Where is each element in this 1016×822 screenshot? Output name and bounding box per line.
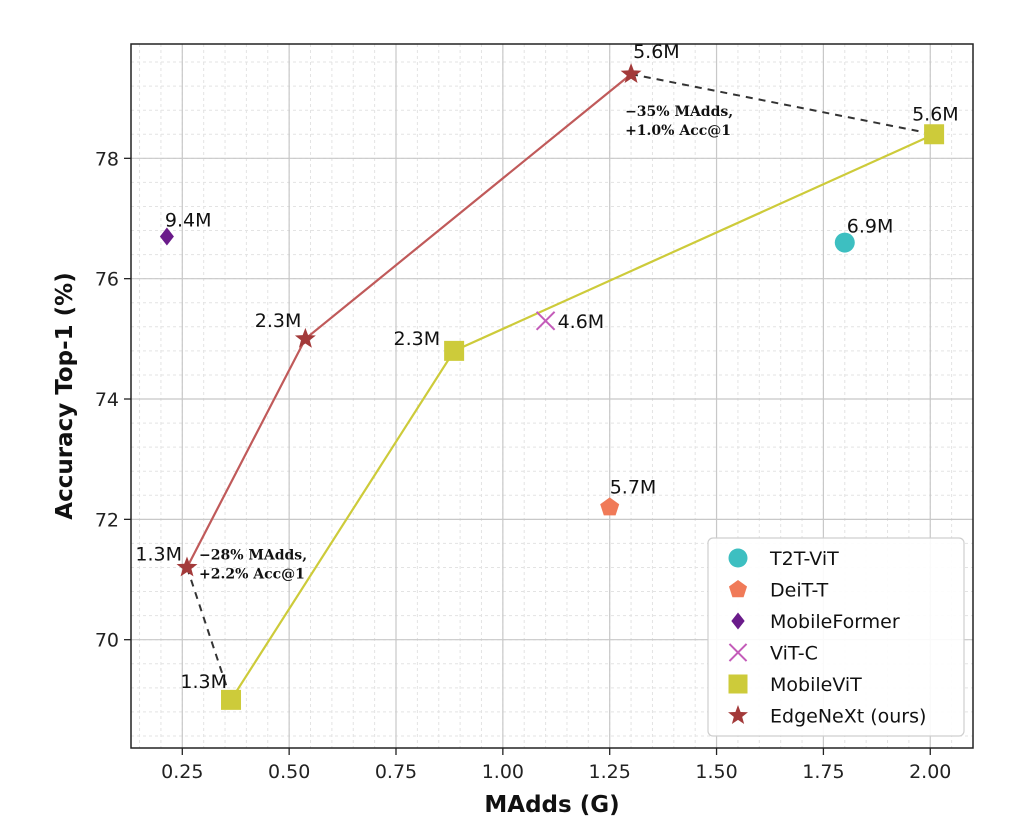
annotation-dashed-line bbox=[186, 567, 232, 701]
point-label-vit-c: 4.6M bbox=[558, 311, 605, 333]
legend-entry-label: MobileFormer bbox=[770, 611, 900, 633]
y-tick-label: 74 bbox=[95, 389, 119, 411]
y-axis-title: Accuracy Top-1 (%) bbox=[52, 272, 78, 519]
legend-entry-label: DeiT-T bbox=[770, 580, 829, 602]
legend-marker bbox=[728, 643, 748, 662]
point-label-mobileformer: 9.4M bbox=[165, 210, 212, 232]
legend-entry-label: EdgeNeXt (ours) bbox=[770, 706, 926, 728]
x-tick-label: 0.25 bbox=[161, 761, 203, 783]
point-label-edgenext-ours: 5.6M bbox=[633, 41, 680, 63]
marker-vit-c bbox=[535, 311, 556, 331]
marker-deit-t bbox=[600, 497, 620, 516]
legend-entry-label: MobileViT bbox=[770, 674, 862, 696]
legend-box bbox=[707, 537, 965, 737]
marker-mobilevit bbox=[924, 124, 945, 145]
x-tick-label: 1.25 bbox=[589, 761, 631, 783]
annotation-text: −28% MAdds, bbox=[199, 547, 307, 563]
x-tick-label: 1.50 bbox=[695, 761, 737, 783]
y-tick-label: 70 bbox=[95, 630, 119, 652]
point-label-t2t-vit: 6.9M bbox=[847, 216, 894, 238]
legend-marker bbox=[728, 674, 748, 694]
x-tick-label: 0.50 bbox=[268, 761, 310, 783]
annotation-text: −35% MAdds, bbox=[625, 104, 733, 120]
x-axis-title: MAdds (G) bbox=[484, 792, 619, 818]
point-label-mobilevit: 5.6M bbox=[912, 103, 959, 125]
legend-marker bbox=[728, 705, 748, 724]
marker-mobilevit bbox=[444, 340, 465, 361]
annotation-texts: −28% MAdds, +2.2% Acc@1 −35% MAdds, +1.0% A… bbox=[199, 104, 733, 582]
marker-t2t-vit bbox=[834, 232, 855, 253]
legend-entry-label: T2T-ViT bbox=[769, 548, 839, 570]
plot-frame bbox=[130, 43, 974, 749]
x-tick-label: 2.00 bbox=[909, 761, 951, 783]
y-tick-label: 78 bbox=[95, 148, 119, 170]
legend-marker bbox=[731, 612, 745, 630]
legend-marker bbox=[728, 580, 748, 598]
y-tick-label: 72 bbox=[95, 509, 119, 531]
x-tick-label: 1.00 bbox=[482, 761, 524, 783]
grid bbox=[131, 44, 974, 748]
point-label-deit-t: 5.7M bbox=[610, 476, 657, 498]
legend-entry-label: ViT-C bbox=[770, 643, 818, 665]
axis-ticks: 0.25 0.50 0.75 1.00 1.25 1.50 1.75 2.00 70 72 74 76… bbox=[95, 148, 952, 783]
point-label-edgenext-ours: 1.3M bbox=[135, 543, 182, 565]
point-label-edgenext-ours: 2.3M bbox=[255, 310, 302, 332]
point-label-mobilevit: 1.3M bbox=[180, 671, 227, 693]
x-tick-label: 1.75 bbox=[802, 761, 844, 783]
annotation-dashed-lines bbox=[186, 73, 935, 701]
x-tick-label: 0.75 bbox=[375, 761, 417, 783]
point-label-mobilevit: 2.3M bbox=[394, 328, 441, 350]
marker-edgenext-ours bbox=[294, 327, 316, 348]
x-marker-stroke bbox=[728, 643, 748, 662]
legend-marker bbox=[728, 548, 748, 568]
point-labels: 6.9M 5.7M 9.4M 4.6M 1.3M 2.3M 5.6M 1.3M 2.3M 5.6M bbox=[135, 41, 958, 693]
marker-edgenext-ours bbox=[620, 63, 642, 83]
marker-mobilevit bbox=[221, 689, 242, 710]
marker-mobileformer bbox=[159, 227, 174, 246]
marker-edgenext-ours bbox=[176, 556, 198, 577]
y-tick-label: 76 bbox=[95, 269, 119, 291]
annotation-text: +1.0% Acc@1 bbox=[625, 123, 731, 139]
data-markers bbox=[159, 63, 945, 710]
annotation-text: +2.2% Acc@1 bbox=[199, 566, 305, 582]
legend: T2T-ViT DeiT-T MobileFormer ViT-C MobileViT E… bbox=[707, 537, 965, 737]
x-marker-stroke bbox=[535, 311, 556, 331]
